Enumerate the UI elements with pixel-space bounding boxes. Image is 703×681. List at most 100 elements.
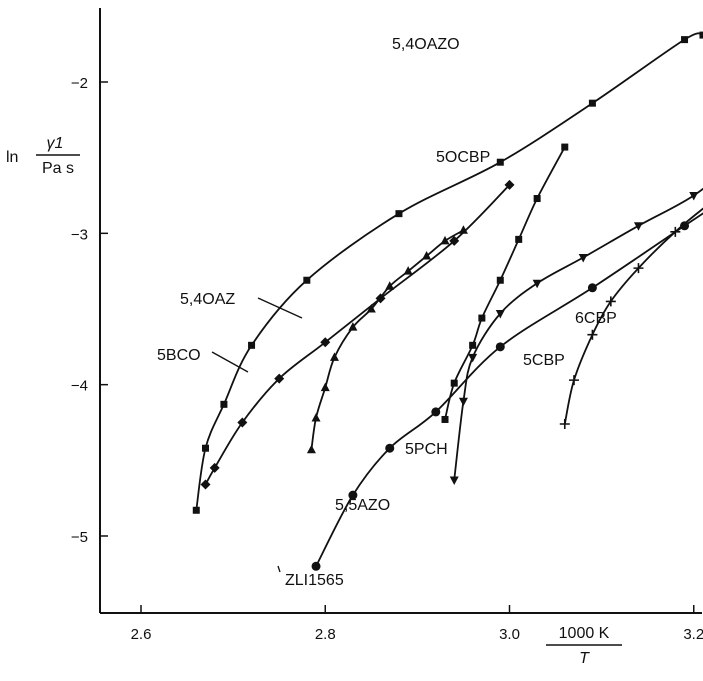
series-label-5ocbp: 5OCBP: [436, 149, 490, 166]
data-point-5-4oazo: [201, 444, 209, 452]
series-label-5-4oaz: 5,4OAZ: [180, 291, 235, 308]
data-point-5bco: [348, 322, 358, 331]
y-tick-label: −2: [71, 75, 88, 92]
series-5-4oazo: [192, 31, 703, 514]
data-point-5-4oaz: [209, 462, 220, 473]
x-tick-label: 3.0: [499, 626, 520, 643]
data-point-5-4oazo: [192, 506, 200, 514]
data-point-zli1565: [587, 283, 597, 293]
data-point-5pch: [568, 375, 579, 386]
series-line-5ocbp: [444, 146, 566, 420]
series-5pch: [559, 207, 703, 430]
series-line-5pch: [563, 207, 703, 425]
data-point-5ocbp: [441, 415, 449, 423]
x-tick-label: 2.8: [315, 626, 336, 643]
data-point-5-4oaz: [449, 235, 460, 246]
data-point-5ocbp: [496, 276, 504, 284]
y-tick-label: −4: [71, 378, 88, 395]
x-axis-label: 1000 K T: [546, 625, 622, 667]
data-point-5bco: [440, 235, 450, 245]
y-tick-label: −5: [71, 529, 88, 546]
data-point-5pch: [605, 296, 616, 307]
label-leader-line: [257, 297, 303, 319]
data-point-5-5azo: [468, 353, 478, 363]
series-5-4oaz: [200, 179, 515, 490]
series-line-5bco: [310, 229, 464, 450]
data-point-5-4oaz: [320, 337, 331, 348]
series-label-5bco: 5BCO: [157, 347, 201, 364]
data-point-5-5azo: [458, 397, 468, 407]
data-point-5-5azo: [689, 191, 699, 201]
series-label-5-5azo: 5,5AZO: [335, 497, 390, 514]
data-point-5-4oaz: [237, 417, 248, 428]
data-point-5-4oazo: [220, 400, 228, 408]
y-axis-label-prefix: ln: [6, 149, 18, 166]
series-label-5cbp: 5CBP: [523, 352, 565, 369]
data-point-5-4oazo: [699, 31, 703, 39]
data-point-zli1565: [348, 490, 358, 500]
x-axis-label-denominator: T: [579, 650, 590, 667]
data-point-5ocbp: [469, 341, 477, 349]
series-label-5-4oazo: 5,4OAZO: [392, 36, 460, 53]
axes: [99, 8, 702, 614]
data-point-5bco: [366, 303, 376, 313]
data-point-5-4oazo: [395, 210, 403, 218]
data-point-5pch: [559, 419, 570, 430]
x-tick-label: 2.6: [131, 626, 152, 643]
data-point-5pch: [587, 329, 598, 340]
x-tick-label: 3.2: [683, 626, 703, 643]
data-point-5-4oazo: [588, 99, 596, 107]
data-point-5-5azo: [495, 310, 505, 319]
data-point-5bco: [385, 281, 395, 290]
data-point-zli1565: [311, 561, 321, 571]
data-point-5-5azo: [532, 279, 542, 289]
data-point-5-4oaz: [200, 479, 211, 490]
label-leaders: [211, 297, 303, 573]
data-point-5bco: [458, 225, 468, 234]
y-axis-label-numerator: γ1: [47, 135, 64, 152]
data-point-zli1565: [385, 443, 395, 453]
x-axis-label-numerator: 1000 K: [559, 625, 610, 642]
series-label-zli1565: ZLI1565: [285, 572, 344, 589]
y-axis-label-denominator: Pa s: [42, 160, 74, 177]
data-point-5-5azo: [449, 476, 459, 485]
data-point-5bco: [403, 266, 413, 275]
data-point-5pch: [670, 226, 681, 237]
data-point-5ocbp: [478, 314, 486, 322]
data-point-5-5azo: [578, 254, 588, 263]
data-point-zli1565: [680, 221, 690, 231]
data-point-5-4oaz: [274, 373, 285, 384]
series-zli1565: [311, 212, 703, 571]
data-point-5ocbp: [533, 195, 541, 203]
series-5bco: [306, 225, 468, 454]
series-5ocbp: [441, 143, 569, 423]
data-point-5bco: [306, 444, 316, 454]
data-point-5bco: [320, 382, 330, 392]
y-axis-label: ln γ1 Pa s: [6, 135, 80, 177]
series-line-5-5azo: [453, 187, 703, 481]
data-point-5-4oaz: [504, 179, 515, 190]
series-label-5pch: 5PCH: [405, 441, 448, 458]
label-leader-line: [277, 565, 281, 573]
data-point-5ocbp: [561, 143, 569, 151]
data-point-5pch: [633, 263, 644, 274]
data-point-zli1565: [495, 342, 505, 352]
curves: [192, 31, 703, 571]
data-point-5bco: [422, 251, 432, 260]
series-5-5azo: [449, 187, 703, 485]
data-point-zli1565: [431, 407, 441, 417]
ticks: 2.62.83.03.23.4−2−3−4−5: [71, 75, 703, 643]
data-point-5-4oazo: [681, 36, 689, 44]
data-point-5-4oazo: [248, 341, 256, 349]
data-point-5-4oazo: [303, 276, 311, 284]
data-point-5ocbp: [450, 379, 458, 387]
data-point-5-4oazo: [496, 158, 504, 166]
data-point-5-5azo: [633, 222, 643, 231]
series-line-zli1565: [315, 212, 703, 567]
data-point-5ocbp: [515, 235, 523, 243]
data-point-5bco: [329, 352, 339, 361]
series-line-5-4oazo: [195, 32, 703, 511]
series-label-6cbp: 6CBP: [575, 310, 617, 327]
data-point-5bco: [311, 412, 321, 422]
